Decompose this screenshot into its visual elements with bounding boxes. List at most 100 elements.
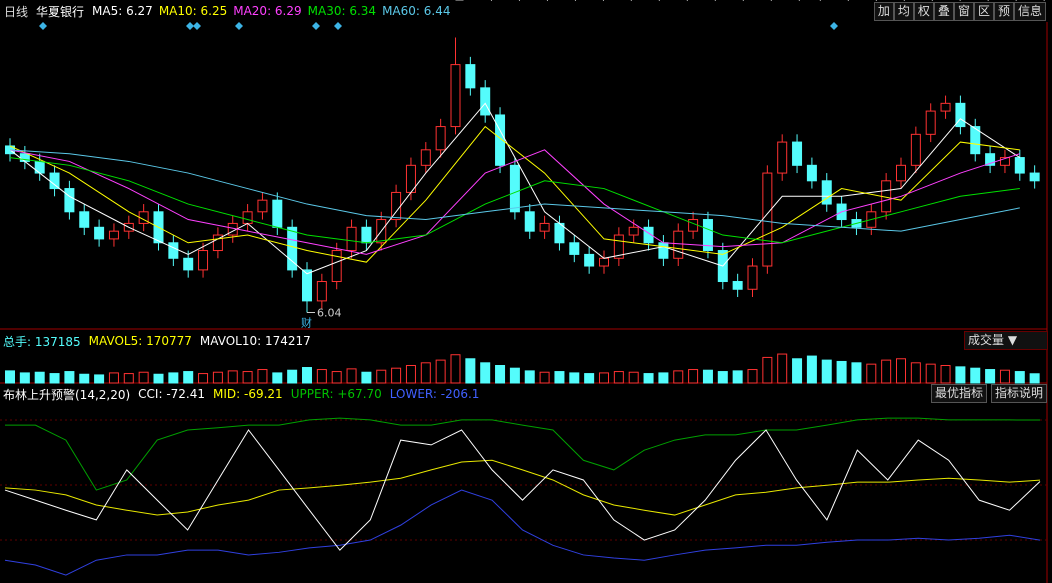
volume-bar <box>420 362 431 384</box>
candle-body <box>331 250 342 283</box>
volume-bar <box>495 365 506 384</box>
indicator-legend-item: LOWER: -206.1 <box>389 387 480 401</box>
volume-bar <box>524 370 535 384</box>
ma-legend-item: MA60: 6.44 <box>382 4 451 18</box>
candle-body <box>212 234 223 252</box>
candle-body <box>420 149 431 166</box>
candle-body <box>643 226 654 244</box>
volume-bar <box>153 373 164 384</box>
toolbar-button[interactable]: 信息 <box>1013 2 1046 21</box>
candle-body <box>792 141 803 166</box>
candle-body <box>480 87 491 116</box>
candle-body <box>613 234 624 259</box>
volume-bar <box>138 371 149 384</box>
candle-body <box>524 211 535 232</box>
candle-body <box>910 133 921 166</box>
toolbar-button[interactable]: 区 <box>973 2 994 21</box>
volume-bar <box>1029 373 1040 384</box>
candle-body <box>34 160 45 174</box>
volume-bar <box>688 369 699 384</box>
candle-body <box>599 257 609 267</box>
volume-bar <box>747 369 758 384</box>
volume-bar <box>272 372 283 384</box>
low-label: 6.04 <box>317 307 342 320</box>
candle-body <box>806 164 817 182</box>
toolbar-button[interactable]: 叠 <box>933 2 954 21</box>
volume-bar <box>435 359 446 384</box>
volume-bar <box>792 358 803 384</box>
ma-legend-item: MA10: 6.25 <box>158 4 228 18</box>
candle-body <box>64 188 75 213</box>
volume-bar <box>658 372 669 384</box>
volume-bar <box>302 367 312 384</box>
indicator-legend-item: MID: -69.21 <box>213 387 283 401</box>
toolbar-button[interactable]: 均 <box>893 2 914 21</box>
volume-bar <box>212 371 223 384</box>
candle-body <box>732 281 743 290</box>
volume-bar <box>999 369 1010 384</box>
high-label: 6.49,6.47,6.45,6.42,6.38,6.32,6.28,6.27,… <box>466 0 1052 3</box>
selector-label: 成交量 <box>968 333 1005 347</box>
candle-body <box>658 242 669 259</box>
candle-body <box>495 114 506 166</box>
candle-body <box>999 157 1010 166</box>
volume-bar <box>851 362 862 384</box>
toolbar-button[interactable]: 加 <box>873 2 894 21</box>
volume-bar <box>123 373 134 384</box>
moving-average <box>9 102 1021 275</box>
volume-bar <box>79 373 90 384</box>
candle-body <box>1014 157 1025 174</box>
volume-bar <box>391 367 402 384</box>
volume-bar <box>866 363 877 384</box>
volume-bar <box>955 366 966 384</box>
candle-body <box>108 230 119 240</box>
candle-body <box>198 250 209 271</box>
candle-body <box>688 219 699 232</box>
candle-body <box>168 242 179 259</box>
candle-body <box>316 281 327 302</box>
volume-bar <box>5 370 15 384</box>
moving-average <box>9 157 1020 244</box>
toolbar-button[interactable]: 预 <box>993 2 1014 21</box>
candle-body <box>970 126 981 155</box>
volume-bar <box>777 353 788 384</box>
volume-bar <box>554 371 565 384</box>
candle-body <box>79 211 90 228</box>
volume-bar <box>361 371 372 384</box>
volume-bar <box>287 369 298 384</box>
volume-bar <box>227 370 238 384</box>
volume-bar <box>569 372 580 384</box>
volume-bar <box>896 358 906 384</box>
indicator-line <box>5 417 1041 491</box>
volume-bar <box>762 356 773 384</box>
volume-bar <box>316 369 327 384</box>
event-note: 财 <box>301 316 312 330</box>
volume-bar <box>465 358 476 384</box>
candle-body <box>673 230 684 259</box>
toolbar-button[interactable]: 窗 <box>953 2 974 21</box>
volume-legend-item: MAVOL10: 174217 <box>199 334 311 348</box>
volume-bar <box>64 371 75 384</box>
toolbar-button[interactable]: 权 <box>913 2 934 21</box>
candle-body <box>539 222 550 232</box>
candle-body <box>747 265 758 290</box>
candle-body <box>465 64 476 89</box>
volume-bar <box>376 369 387 384</box>
candle-body <box>287 226 298 271</box>
volume-bar <box>19 372 30 384</box>
toolbar: 加均权叠窗区预信息 <box>873 2 1046 21</box>
period: 日线 <box>4 4 29 19</box>
volume-bar <box>613 371 624 384</box>
volume-bar <box>940 365 951 384</box>
volume-bar <box>584 373 595 384</box>
volume-bar <box>168 372 179 384</box>
indicator-legend-item: CCI: -72.41 <box>138 387 206 401</box>
candle-body <box>762 172 773 267</box>
indicator-button[interactable]: 指标说明 <box>990 384 1047 403</box>
indicator-button[interactable]: 最优指标 <box>930 384 987 403</box>
volume-legend-item: MAVOL5: 170777 <box>88 334 192 348</box>
volume-bar <box>183 371 194 384</box>
volume-bar <box>49 373 60 384</box>
indicator-selector[interactable]: 成交量 ▼ <box>964 331 1048 350</box>
